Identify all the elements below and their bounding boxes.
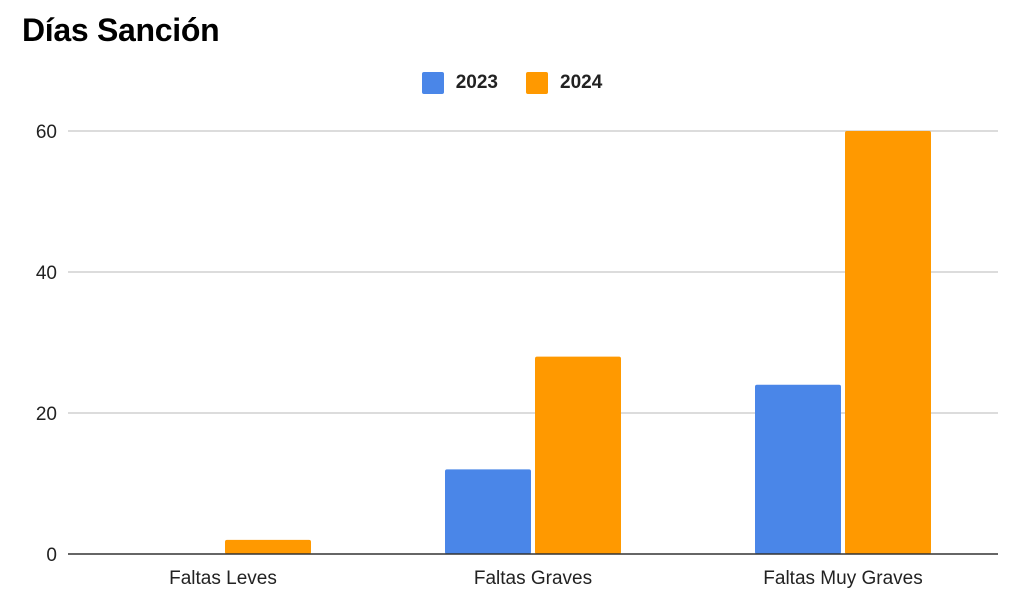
bar-2023-faltas-graves [445,469,531,554]
legend-swatch-2024 [526,72,548,94]
chart-title: Días Sanción [22,12,220,48]
legend: 2023 2024 [0,72,1024,94]
legend-label-2024: 2024 [560,72,603,93]
y-tick-label-20: 20 [36,404,57,425]
legend-item-2024[interactable]: 2024 [526,72,602,94]
legend-item-2023[interactable]: 2023 [421,72,498,94]
x-tick-label-faltas-muy-graves: Faltas Muy Graves [763,568,922,589]
x-tick-label-faltas-graves: Faltas Graves [474,568,592,589]
bar-2023-faltas-muy-graves [755,384,841,554]
x-tick-label-faltas-leves: Faltas Leves [169,568,277,589]
bar-2024-faltas-muy-graves [845,131,931,554]
y-tick-label-40: 40 [36,263,57,284]
bar-2024-faltas-graves [535,356,621,554]
bar-2024-faltas-leves [225,539,311,554]
y-tick-label-0: 0 [46,545,57,566]
y-tick-label-60: 60 [36,122,57,143]
legend-label-2023: 2023 [455,72,498,93]
legend-swatch-2023 [421,72,444,94]
